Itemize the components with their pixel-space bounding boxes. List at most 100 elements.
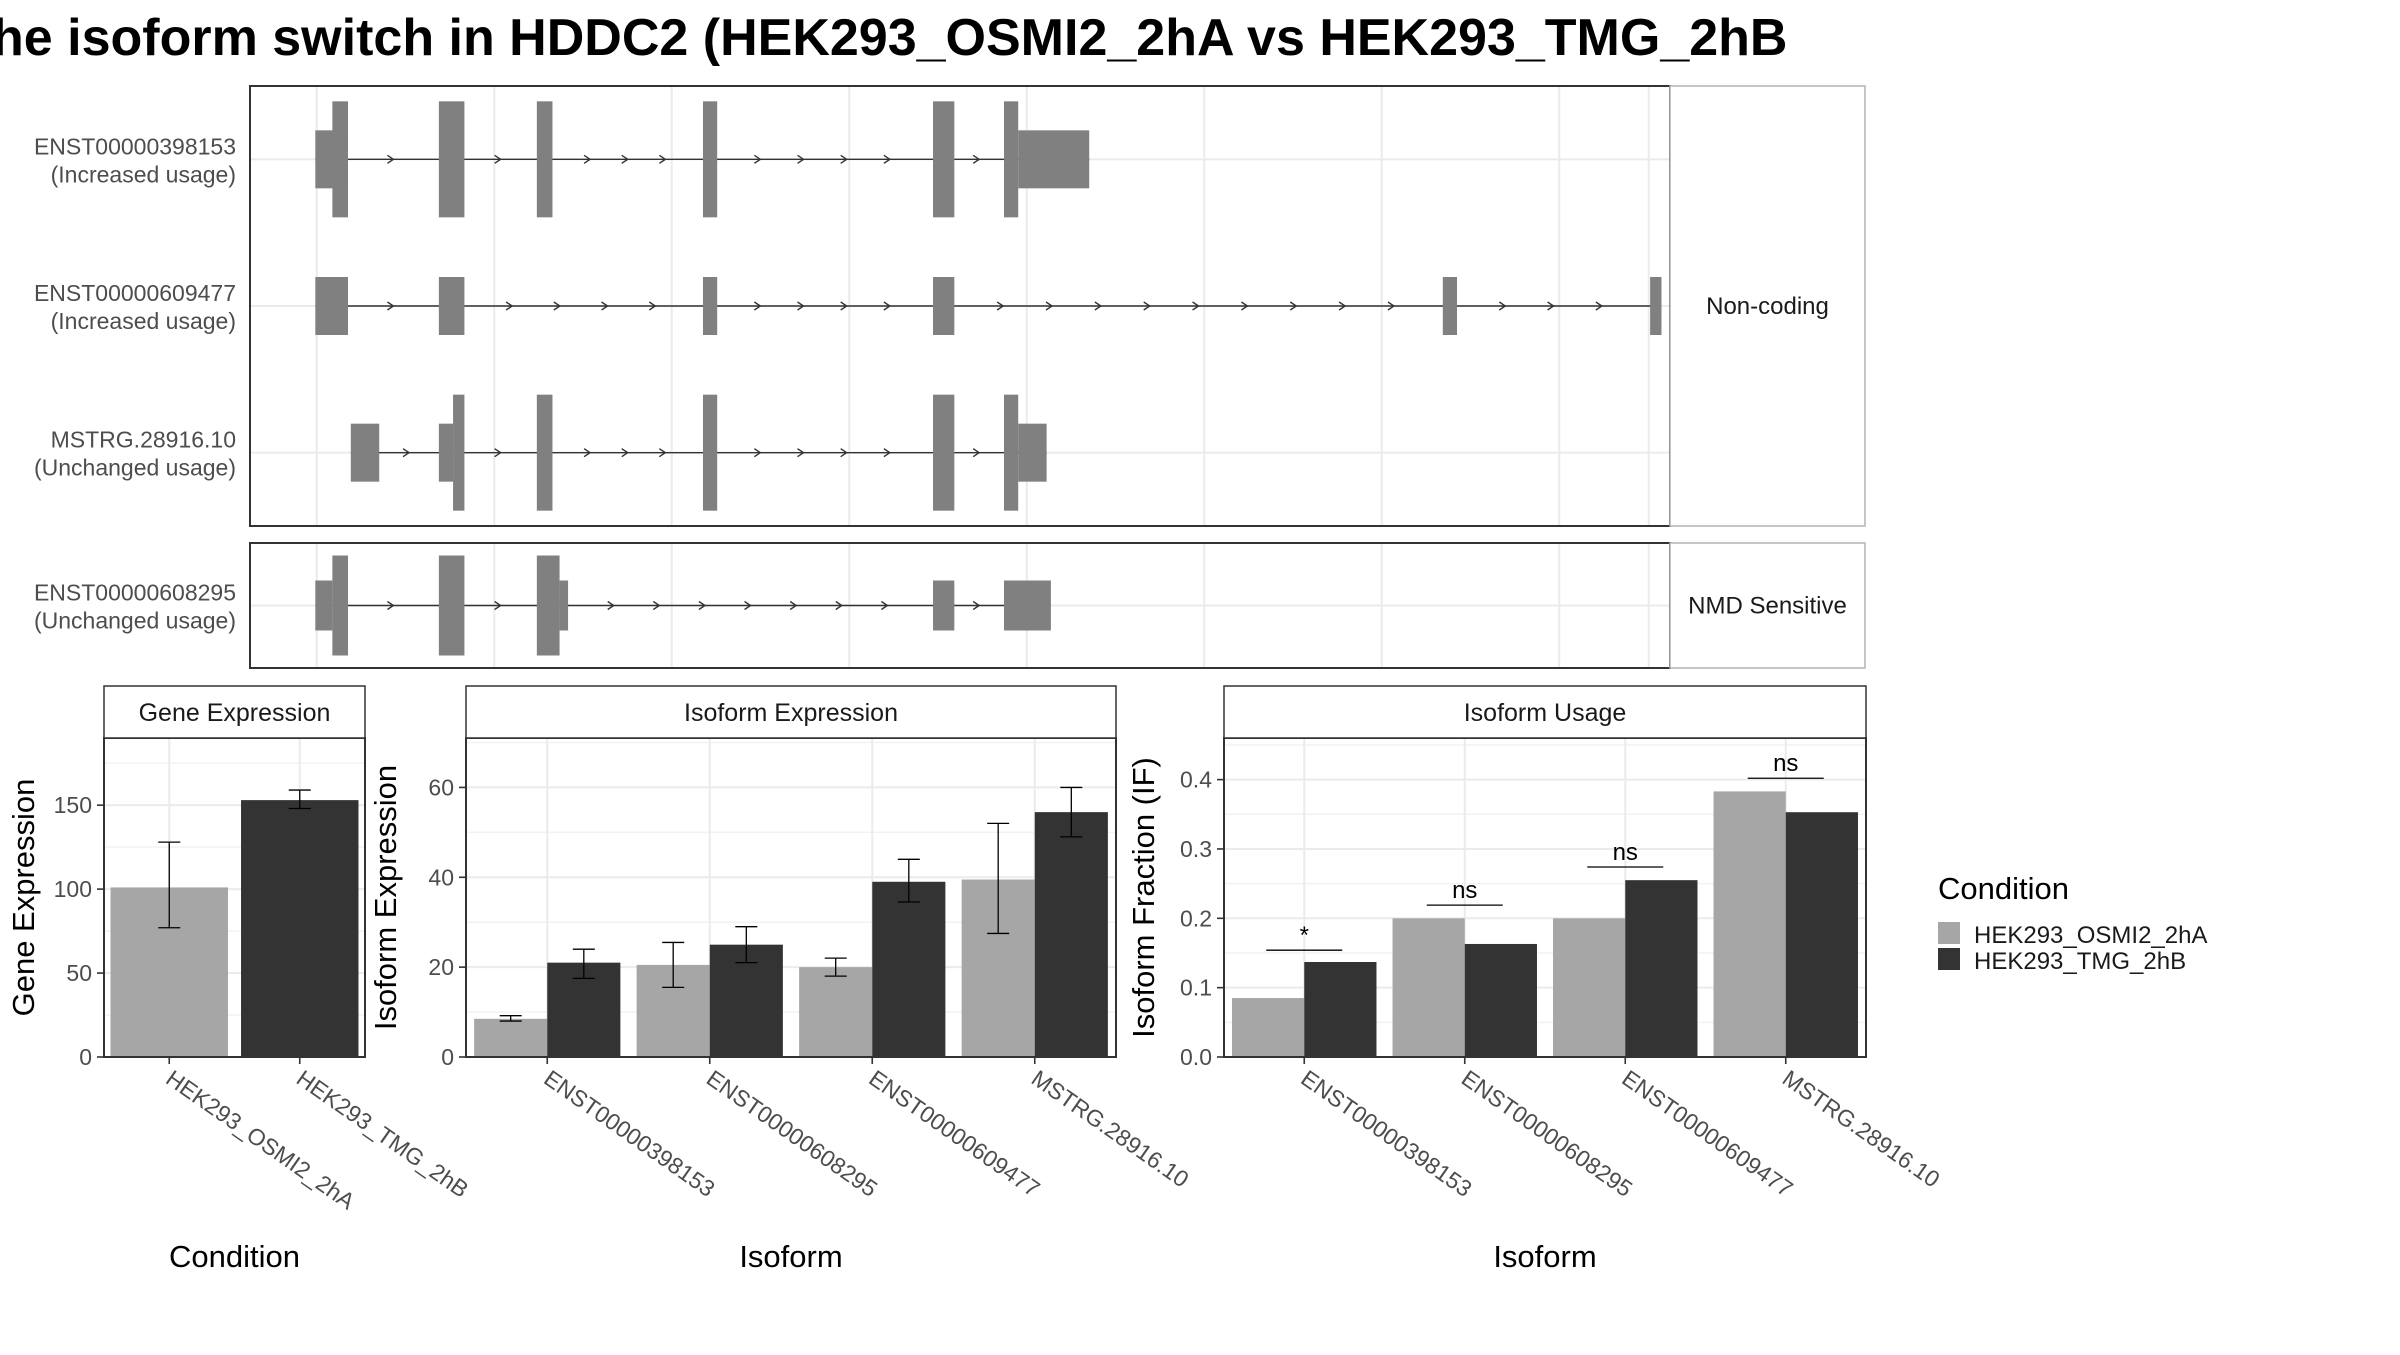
strand-arrow: [387, 600, 395, 611]
bar: [1232, 998, 1305, 1057]
isoform-row: [250, 394, 1670, 511]
x-tick-label: MSTRG.28916.10: [1027, 1065, 1194, 1193]
chart-strip: [1223, 685, 1867, 739]
exon: [933, 394, 955, 511]
strand-arrow: [972, 448, 981, 458]
bar: [1625, 880, 1698, 1057]
y-axis-title: Isoform Fraction (IF): [1126, 757, 1161, 1038]
y-tick-label: 150: [54, 792, 92, 818]
y-tick-label: 0: [79, 1044, 92, 1070]
bar: [799, 967, 873, 1057]
chart-title: Isoform Usage: [1464, 699, 1627, 727]
strand-arrow: [652, 600, 661, 611]
strand-arrow: [1595, 301, 1604, 311]
strand-arrow: [744, 600, 752, 611]
isoform-id-label: MSTRG.28916.10: [51, 427, 236, 453]
strand-arrow: [494, 154, 502, 164]
significance-label: ns: [1773, 750, 1798, 777]
x-axis-title: Isoform: [1493, 1239, 1596, 1274]
strand-arrow: [402, 448, 411, 458]
strand-arrow: [1338, 301, 1347, 311]
legend-key-a: [1938, 922, 1960, 944]
bar: [1034, 812, 1108, 1057]
exon: [453, 394, 465, 511]
strand-arrow: [1192, 301, 1200, 311]
y-tick-label: 40: [428, 864, 454, 890]
exon: [332, 555, 348, 656]
bar: [474, 1018, 548, 1057]
strand-arrow: [1094, 301, 1103, 311]
strand-arrow: [883, 448, 892, 458]
exon: [315, 580, 333, 631]
strand-arrow: [883, 154, 892, 164]
exon: [1650, 277, 1662, 335]
facet-strip: [1669, 542, 1866, 669]
transcript-structure-panel: ENST00000398153(Increased usage)ENST0000…: [34, 85, 1866, 669]
x-tick-label: MSTRG.28916.10: [1778, 1065, 1945, 1193]
x-tick-label: ENST00000608295: [1457, 1065, 1637, 1202]
bar: [1713, 791, 1786, 1057]
strand-arrow: [505, 301, 514, 311]
strand-arrow: [1045, 301, 1054, 311]
strand-arrow: [658, 154, 667, 164]
bar: [1553, 918, 1626, 1057]
strand-arrow: [797, 301, 805, 311]
isoform-usage-label: (Increased usage): [51, 308, 236, 334]
exon: [438, 277, 465, 335]
x-axis-title: Isoform: [739, 1239, 842, 1274]
strand-arrow: [648, 301, 657, 311]
strand-arrow: [789, 600, 798, 611]
plot-title: he isoform switch in HDDC2 (HEK293_OSMI2…: [0, 9, 1787, 67]
y-tick-label: 0.0: [1180, 1044, 1212, 1070]
x-axis-title: Condition: [169, 1239, 300, 1274]
chart-panel: Isoform Expression 0 20 40 60 ENST00000398153…: [368, 685, 1194, 1274]
strand-arrow: [972, 600, 981, 611]
isoform-row: [250, 277, 1670, 335]
chart-strip: [465, 685, 1117, 739]
facet-label: NMD Sensitive: [1688, 593, 1847, 620]
y-tick-label: 50: [66, 960, 92, 986]
exon: [559, 580, 569, 631]
exon: [536, 555, 560, 656]
strand-arrow: [881, 600, 889, 611]
isoform-usage-label: (Unchanged usage): [34, 608, 236, 634]
structure-group: ENST00000398153(Increased usage)ENST0000…: [34, 85, 1866, 527]
strand-arrow: [840, 301, 848, 311]
bar: [241, 800, 359, 1057]
strand-arrow: [698, 600, 707, 611]
exon: [536, 101, 553, 218]
legend-title: Condition: [1938, 871, 2069, 906]
bar: [1304, 961, 1377, 1057]
y-tick-label: 0.4: [1180, 767, 1212, 793]
exon: [315, 277, 348, 335]
strand-arrow: [840, 448, 848, 458]
strand-arrow: [621, 154, 629, 164]
exon: [933, 580, 955, 631]
bar: [872, 881, 946, 1057]
exon: [933, 101, 955, 218]
y-tick-label: 20: [428, 954, 454, 980]
bar: [1464, 943, 1537, 1057]
isoform-usage-label: (Increased usage): [51, 161, 236, 187]
y-tick-label: 0.3: [1180, 836, 1212, 862]
bar: [1392, 918, 1465, 1057]
isoform-id-label: ENST00000609477: [34, 280, 236, 306]
strand-arrow: [1289, 301, 1298, 311]
y-axis-title: Isoform Expression: [368, 765, 403, 1030]
isoform-id-label: ENST00000398153: [34, 133, 236, 159]
facet-label: Non-coding: [1706, 293, 1829, 320]
strand-arrow: [883, 301, 892, 311]
exon: [702, 101, 718, 218]
bar-charts: Gene Expression050100150HEK293_OSMI2_2hA…: [6, 685, 1945, 1274]
strand-arrow: [607, 600, 615, 611]
strand-arrow: [1547, 301, 1555, 311]
chart-panel: * ns ns ns Isoform Usage 0.0 0.1 0.2 0.3 0.4 ENST0…: [1126, 685, 1945, 1274]
strand-arrow: [753, 154, 762, 164]
y-tick-label: 60: [428, 774, 454, 800]
legend: Condition HEK293_OSMI2_2hA HEK293_TMG_2h…: [1938, 871, 2207, 975]
strand-arrow: [583, 154, 592, 164]
isoform-usage-label: (Unchanged usage): [34, 455, 236, 481]
x-tick-label: ENST00000608295: [702, 1065, 882, 1202]
